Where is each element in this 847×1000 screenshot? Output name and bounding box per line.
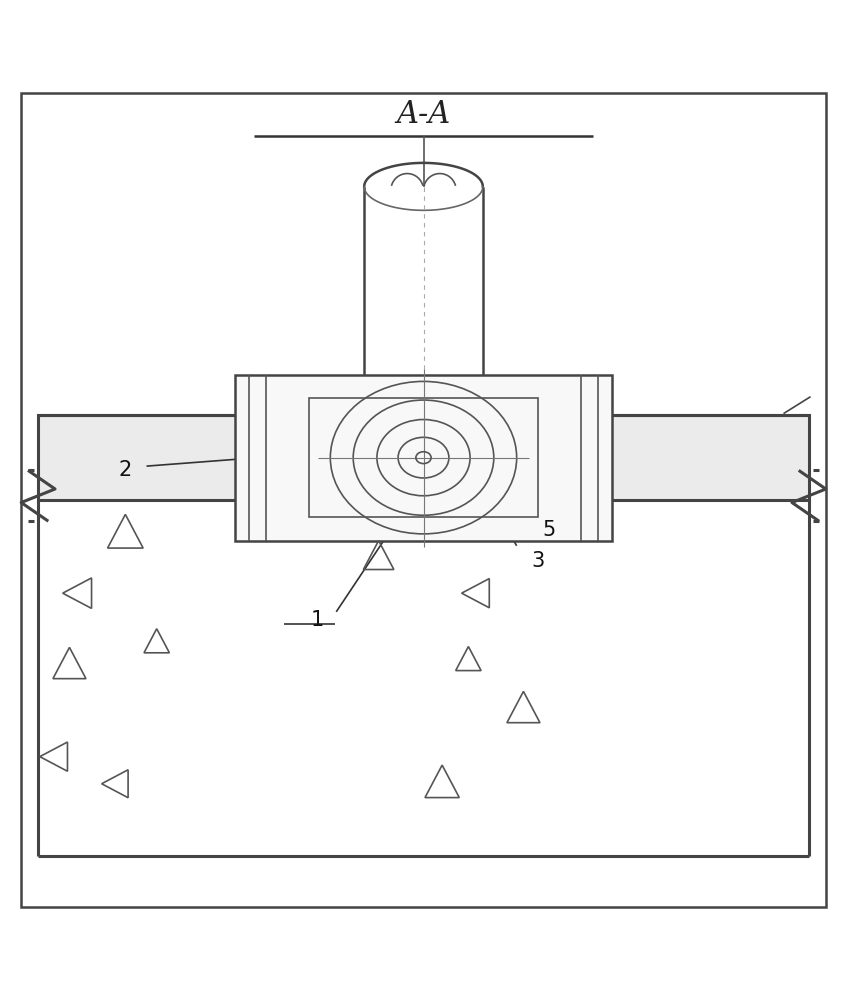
Bar bbox=[235, 375, 612, 541]
Text: 3: 3 bbox=[531, 551, 545, 571]
Bar bbox=[309, 398, 538, 517]
Text: 2: 2 bbox=[119, 460, 132, 480]
Text: A-A: A-A bbox=[396, 99, 451, 130]
Bar bbox=[38, 415, 809, 500]
Text: 5: 5 bbox=[542, 520, 556, 540]
Text: 1: 1 bbox=[311, 610, 324, 630]
